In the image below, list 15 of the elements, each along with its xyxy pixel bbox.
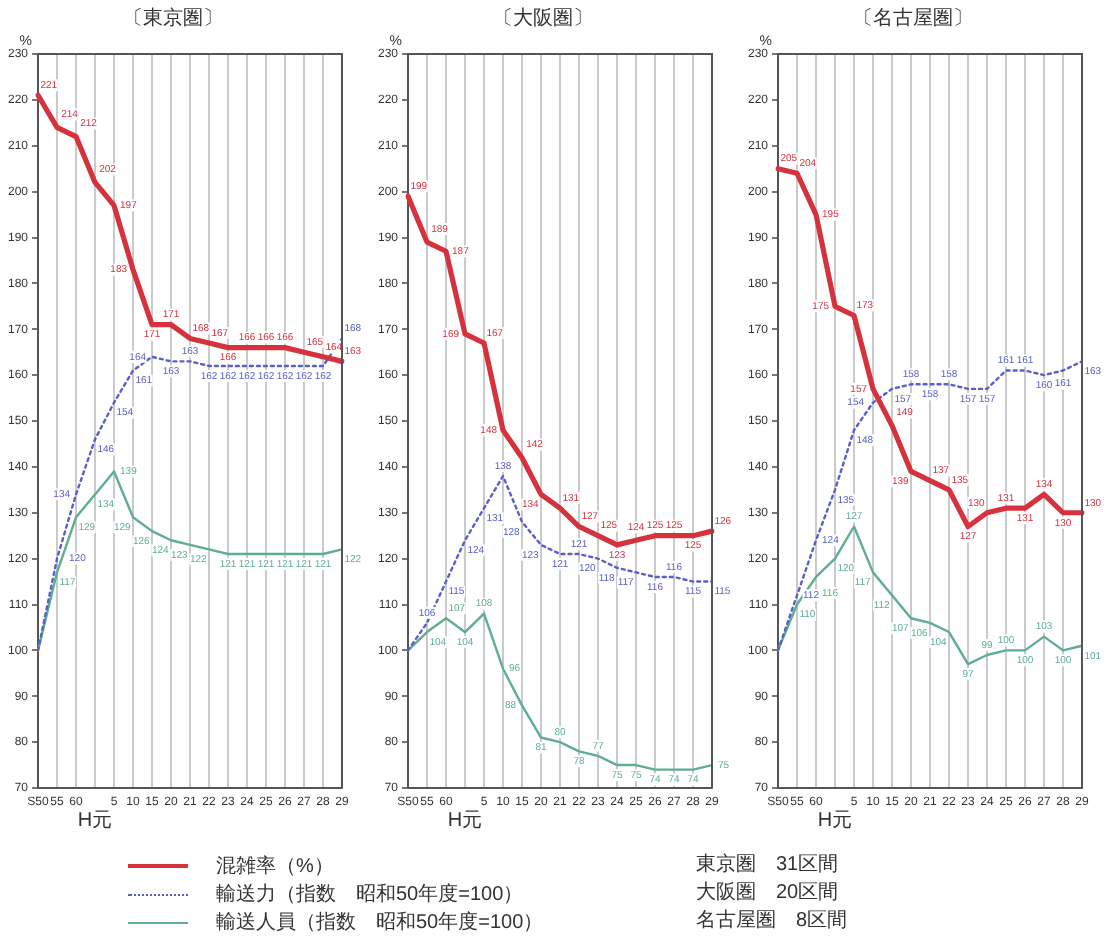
line-series bbox=[406, 474, 714, 652]
legend-label: 輸送力（指数 昭和50年度=100） bbox=[216, 881, 524, 908]
text: 東京圏 31区間 bbox=[696, 852, 841, 880]
x-tick-label: H元 bbox=[447, 809, 483, 832]
line-series bbox=[36, 337, 344, 652]
x-tick-label: H元 bbox=[817, 809, 853, 832]
chart-title: 〔名古屋圏〕 bbox=[853, 5, 973, 30]
x-tick-label: H元 bbox=[77, 809, 113, 832]
legend-label: 輸送人員（指数 昭和50年度=100） bbox=[216, 909, 544, 936]
legend-label: 混雑率（%） bbox=[216, 853, 334, 880]
chart-title: 〔大阪圏〕 bbox=[493, 5, 593, 30]
line-series bbox=[776, 360, 1084, 652]
text: 大阪圏 20区間 bbox=[696, 880, 841, 908]
text: 名古屋圏 8区間 bbox=[696, 908, 848, 936]
chart-title: 〔東京圏〕 bbox=[123, 5, 223, 30]
